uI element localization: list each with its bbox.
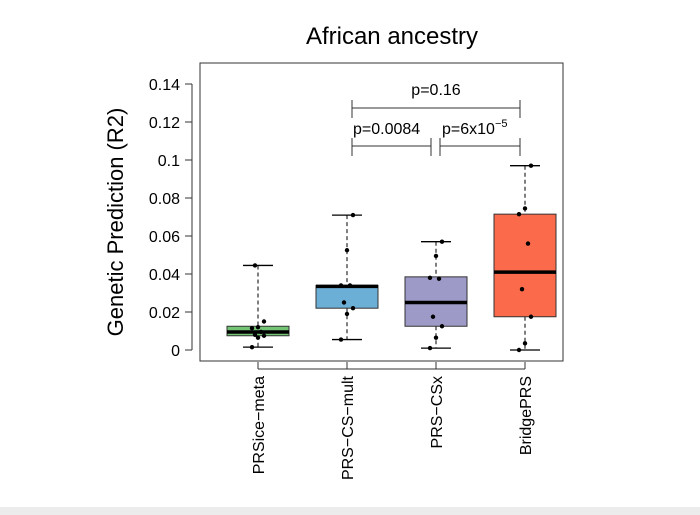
data-point (427, 345, 433, 351)
data-point (427, 275, 433, 280)
data-point (252, 332, 258, 337)
data-point (519, 287, 525, 292)
plot-frame (199, 62, 564, 362)
y-tick-label: 0 (171, 343, 180, 360)
data-point (516, 211, 522, 217)
x-tick-label: PRSice−meta (251, 376, 268, 474)
y-axis: 0 0.02 0.04 0.06 0.08 0.1 0.12 0.14 (149, 77, 193, 360)
data-point (522, 206, 528, 211)
box-3 (493, 163, 557, 353)
x-tick-label: BridgePRS (518, 376, 535, 455)
data-point (439, 324, 445, 329)
data-point (522, 341, 528, 346)
data-point (249, 325, 255, 331)
data-point (350, 306, 356, 311)
significance-brackets: p=0.16 p=0.0084 p=6x10−5 (351, 82, 521, 156)
data-point (261, 333, 267, 338)
y-tick-label: 0.06 (149, 229, 180, 246)
data-point (255, 325, 261, 330)
data-point (439, 239, 445, 244)
y-tick-label: 0.02 (149, 305, 180, 322)
box-1 (315, 212, 379, 342)
p-value-label: p=6x10−5 (442, 118, 507, 138)
data-point (341, 300, 347, 305)
x-tick-label: PRS−CS−mult (340, 375, 357, 480)
chart-title: African ancestry (306, 23, 478, 50)
data-point (433, 335, 439, 340)
x-axis: PRSice−meta PRS−CS−mult PRS−CSx BridgePRS (251, 362, 535, 480)
data-point (249, 344, 255, 350)
p-value-exponent: −5 (495, 118, 508, 130)
data-point (347, 283, 353, 288)
p-value-base: p=6x10 (442, 121, 495, 138)
data-point (350, 212, 356, 218)
data-point (436, 276, 442, 281)
box-0 (226, 263, 290, 350)
y-tick-label: 0.08 (149, 191, 180, 208)
data-point (430, 314, 436, 319)
data-point (338, 283, 344, 288)
data-point (258, 329, 264, 335)
y-tick-label: 0.12 (149, 115, 180, 132)
data-point (528, 163, 534, 168)
data-point (252, 263, 258, 268)
x-tick-label: PRS−CSx (429, 376, 446, 448)
data-point (255, 335, 261, 340)
data-point (528, 314, 534, 319)
data-point (516, 347, 522, 353)
data-point (261, 319, 267, 324)
p-value-label: p=0.16 (411, 82, 460, 99)
data-point (338, 337, 344, 342)
box-iqr (315, 284, 379, 309)
data-point (344, 311, 350, 317)
data-point (525, 241, 531, 246)
data-point (433, 253, 439, 259)
y-tick-label: 0.14 (149, 77, 180, 94)
p-value-label: p=0.0084 (353, 121, 420, 138)
boxes (226, 163, 557, 353)
y-tick-label: 0.04 (149, 267, 180, 284)
box-2 (404, 239, 468, 351)
data-point (344, 248, 350, 253)
y-axis-label: Genetic Prediction (R2) (103, 108, 128, 337)
y-tick-label: 0.1 (158, 153, 180, 170)
bottom-band (0, 507, 700, 515)
box-iqr (493, 213, 557, 318)
